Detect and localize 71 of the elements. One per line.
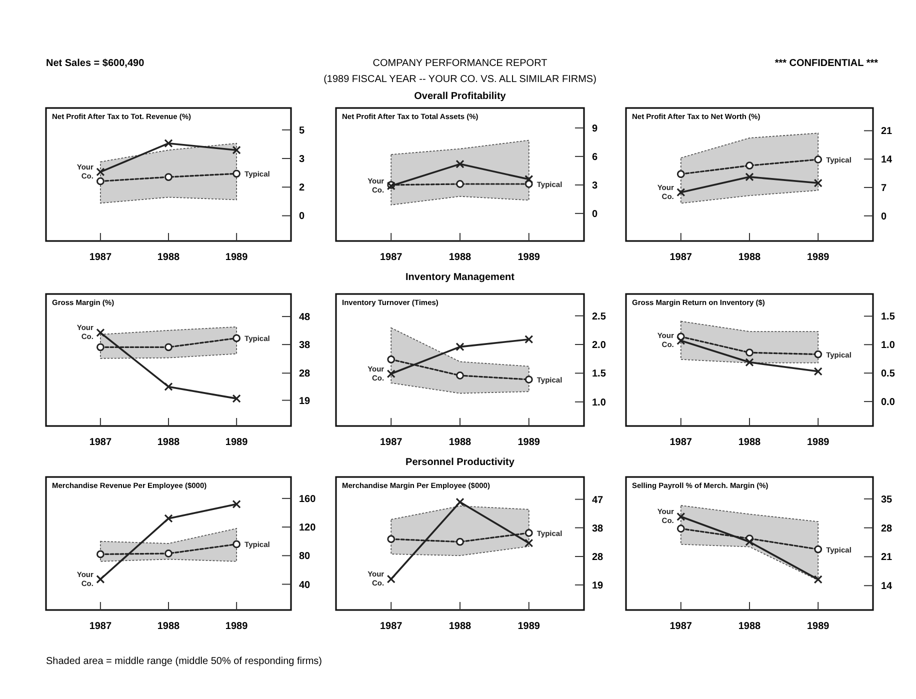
y-tick-label: 19 (592, 580, 604, 592)
text: Overall Profitability (414, 91, 506, 102)
x-tick-label: 1988 (448, 252, 472, 263)
x-tick-label: 1989 (806, 252, 830, 263)
y-tick-label: 9 (592, 123, 598, 134)
y-tick-label: 38 (592, 523, 604, 534)
y-tick-label: 19 (299, 396, 311, 407)
text: COMPANY PERFORMANCE REPORT (372, 58, 548, 69)
y-tick-label: 160 (299, 494, 316, 505)
x-tick-label: 1987 (380, 437, 403, 448)
y-tick-label: 2.0 (592, 340, 606, 352)
y-tick-label: 14 (881, 581, 893, 592)
x-tick-label: 1989 (225, 437, 248, 448)
x-tick-label: 1987 (89, 621, 112, 632)
x-tick-label: 1989 (518, 621, 540, 632)
text: Net Sales = $600,490 (46, 58, 145, 69)
y-tick-label: 47 (592, 494, 604, 506)
y-tick-label: 1.0 (592, 397, 606, 408)
x-tick-label: 1989 (518, 437, 540, 448)
y-tick-label: 0 (881, 211, 887, 222)
text: Shaded area = middle range (middle 50% of responding firms) (46, 656, 322, 667)
x-tick-label: 1987 (89, 252, 112, 263)
text: *** CONFIDENTIAL *** (774, 58, 878, 69)
x-tick-label: 1989 (225, 621, 248, 632)
y-tick-label: 0.5 (881, 368, 896, 380)
y-tick-label: 1.0 (881, 340, 896, 352)
x-tick-label: 1988 (738, 621, 762, 632)
y-tick-label: 120 (299, 522, 316, 534)
y-tick-label: 3 (299, 154, 305, 166)
y-tick-label: 3 (592, 180, 598, 192)
x-tick-label: 1987 (380, 621, 403, 632)
y-tick-label: 28 (299, 368, 311, 380)
x-tick-label: 1988 (448, 621, 472, 632)
x-tick-label: 1988 (738, 252, 762, 263)
y-tick-label: 80 (299, 551, 311, 562)
x-tick-label: 1987 (670, 437, 692, 448)
y-tick-label: 5 (299, 125, 305, 136)
x-tick-label: 1987 (670, 621, 692, 632)
x-tick-label: 1988 (157, 437, 180, 448)
x-tick-label: 1987 (89, 437, 112, 448)
y-tick-label: 0 (592, 208, 598, 220)
text: Inventory Management (406, 272, 516, 283)
y-tick-label: 0 (299, 211, 305, 222)
y-tick-label: 1.5 (881, 312, 896, 323)
y-tick-label: 48 (299, 312, 311, 324)
y-tick-label: 0.0 (881, 397, 896, 408)
y-tick-label: 28 (881, 523, 893, 534)
x-tick-label: 1989 (518, 252, 540, 263)
x-tick-label: 1988 (157, 252, 180, 263)
y-tick-label: 28 (592, 552, 604, 563)
y-tick-label: 1.5 (592, 368, 606, 380)
y-tick-label: 40 (299, 580, 311, 591)
x-tick-label: 1988 (157, 621, 180, 632)
y-tick-label: 21 (881, 552, 893, 564)
y-tick-label: 2 (299, 182, 305, 194)
x-tick-label: 1988 (448, 437, 472, 448)
x-tick-label: 1989 (806, 621, 830, 632)
x-tick-label: 1987 (670, 252, 692, 263)
x-tick-label: 1987 (380, 252, 403, 263)
y-tick-label: 38 (299, 340, 311, 352)
x-tick-label: 1988 (738, 437, 762, 448)
text: Personnel Productivity (406, 457, 515, 468)
y-tick-label: 21 (881, 126, 893, 138)
y-tick-label: 35 (881, 494, 893, 506)
x-tick-label: 1989 (806, 437, 830, 448)
y-tick-label: 7 (881, 182, 887, 194)
x-tick-label: 1989 (225, 252, 248, 263)
y-tick-label: 2.5 (592, 311, 606, 322)
y-tick-label: 6 (592, 152, 598, 163)
text: (1989 FISCAL YEAR -- YOUR CO. VS. ALL SIMILAR FIRMS) (324, 74, 596, 85)
y-tick-label: 14 (881, 154, 893, 166)
